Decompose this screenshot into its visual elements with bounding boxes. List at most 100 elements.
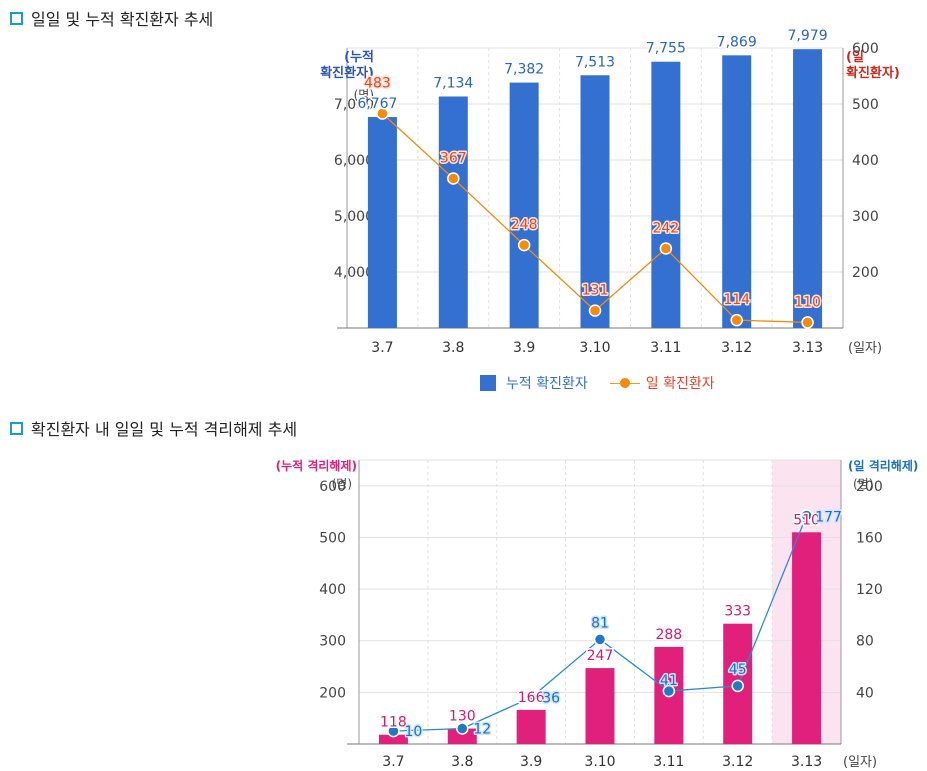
bar-value-label: 7,382 [504,62,544,78]
right-axis-title: (일 격리해제) [848,458,918,473]
bar [793,49,823,329]
bar [378,734,408,744]
line-value-label: 12 [473,722,491,738]
bar [509,82,539,328]
x-tick-label: 3.12 [722,754,753,770]
chart1-legend: 누적 확진환자 일 확진환자 [480,373,715,393]
legend-line-label: 일 확진환자 [645,376,715,392]
left-axis-unit: (명) [354,88,374,102]
line-value-label: 483 [364,76,391,92]
bar-value-label: 7,134 [433,75,473,91]
bar-value-label: 166 [518,690,545,706]
legend-line-swatch [609,378,640,388]
line-point [456,722,469,735]
line-point [801,316,814,329]
bar-value-label: 247 [587,648,614,664]
right-tick-label: 200 [852,265,879,281]
right-tick-label: 400 [852,153,879,169]
x-tick-label: 3.10 [579,340,610,356]
right-axis-title: 확진환자) [846,65,900,81]
x-tick-label: 3.13 [791,754,822,770]
left-tick-label: 400 [319,582,346,598]
bar [651,61,681,328]
right-axis-title: (일 [846,50,864,65]
square-bullet-icon [10,421,23,435]
x-tick-label: 3.9 [513,340,535,356]
bar-value-label: 7,513 [575,54,615,70]
bar-value-label: 130 [449,709,476,725]
chart-quarantine-release: (누적 격리해제)(명)(일 격리해제)(명)20030040050060040… [276,458,919,770]
bar-value-label: 118 [380,715,407,731]
square-bullet-icon [10,11,23,25]
section2-heading: 확진환자 내 일일 및 누적 격리해제 추세 [10,416,297,440]
left-tick-label: 5,000 [334,209,374,225]
right-tick-label: 500 [852,97,879,113]
line-value-label: 36 [542,691,560,707]
line-value-label: 131 [582,283,609,299]
line-point [730,313,743,327]
bar [792,532,822,744]
bar-value-label: 510 [793,512,820,528]
line-value-label: 367 [440,150,467,166]
x-tick-label: 3.10 [584,754,615,770]
right-tick-label: 200 [856,479,883,495]
line-point [588,304,602,317]
x-tick-label: 3.8 [442,340,464,356]
left-tick-label: 300 [319,634,346,650]
bar [722,55,752,328]
line-value-label: 45 [729,662,747,678]
line-value-label: 41 [660,673,678,689]
right-tick-label: 600 [852,41,879,57]
bar [580,75,610,328]
x-tick-label: 3.12 [721,340,752,356]
line-point [524,691,538,704]
left-axis-title: (누적 격리해제) [276,458,357,473]
x-tick-label: 3.11 [650,340,681,356]
legend-bar-label: 누적 확진환자 [506,376,588,392]
left-tick-label: 7,000 [334,97,374,113]
x-tick-label: 3.9 [520,754,542,770]
bar-value-label: 6,767 [357,96,397,112]
bar-value-label: 333 [724,604,751,620]
bar [438,96,468,328]
line-point [447,172,460,185]
right-axis-unit: (명) [853,477,873,491]
line-value-label: 110 [794,294,821,310]
line-value-label: 248 [511,217,538,233]
x-tick-label: 3.11 [653,754,684,770]
section2-title: 확진환자 내 일일 및 누적 격리해제 추세 [31,420,298,439]
line-value-label: 81 [591,615,609,631]
x-axis-unit: (일자) [843,755,877,770]
right-tick-label: 160 [856,530,883,546]
line-value-label: 177 [815,510,842,526]
line-point [659,242,673,255]
bar-value-label: 7,869 [717,34,757,50]
bar-value-label: 7,755 [646,41,686,57]
bar [516,709,546,744]
bar-value-label: 288 [655,627,682,643]
line-value-label: 242 [652,220,679,236]
left-tick-label: 6,000 [334,153,374,169]
left-tick-label: 4,000 [334,265,374,281]
right-tick-label: 120 [856,582,883,598]
line-point [662,684,676,698]
x-tick-label: 3.7 [382,754,404,770]
x-axis-unit: (일자) [848,341,882,356]
right-tick-label: 40 [856,685,874,701]
left-axis-title: (누적 [344,49,374,65]
bar [367,117,397,328]
line-point [593,633,607,646]
bar [447,728,477,744]
line-point [517,238,531,252]
section1-title: 일일 및 누적 확진환자 추세 [31,10,214,29]
line-point [387,724,400,738]
left-axis-unit: (명) [332,477,352,491]
right-tick-label: 80 [856,634,874,650]
x-tick-label: 3.13 [792,340,823,356]
x-tick-label: 3.7 [371,340,393,356]
legend-bar-swatch [480,375,496,391]
section1-heading: 일일 및 누적 확진환자 추세 [10,6,213,30]
right-tick-label: 300 [852,209,879,225]
bar-value-label: 7,979 [788,28,828,44]
